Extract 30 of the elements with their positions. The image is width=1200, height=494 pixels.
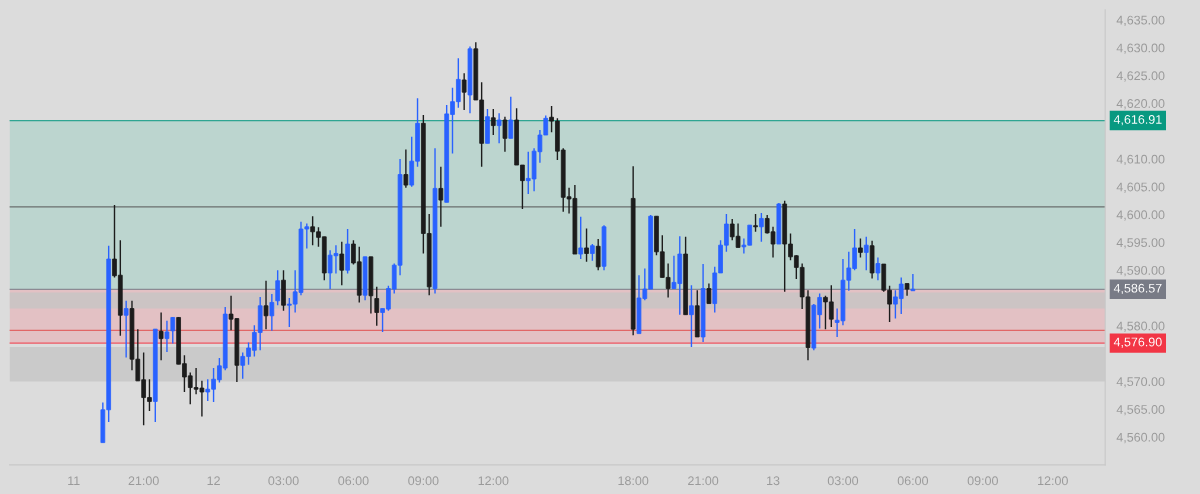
- y-tick-label: 4,635.00: [1116, 15, 1165, 27]
- y-tick-label: 4,580.00: [1116, 321, 1165, 332]
- y-tick-label: 4,590.00: [1116, 265, 1165, 277]
- x-tick-label: 03:00: [827, 476, 859, 486]
- x-tick-label: 13: [767, 476, 780, 486]
- y-tick-label: 4,570.00: [1116, 377, 1165, 388]
- y-tick-label: 4,600.00: [1116, 210, 1165, 221]
- x-tick-label: 06:00: [897, 476, 929, 486]
- x-tick-label: 03:00: [268, 476, 299, 486]
- y-tick-label: 4,565.00: [1116, 405, 1165, 416]
- y-tick-label: 4,610.00: [1116, 154, 1165, 166]
- x-tick-label: 21:00: [688, 476, 719, 486]
- x-tick-label: 18:00: [618, 476, 649, 486]
- ref-line-label: 4,586.57: [1113, 283, 1162, 295]
- y-tick-label: 4,560.00: [1116, 432, 1165, 444]
- x-tick-label: 09:00: [408, 476, 439, 486]
- y-tick-label: 4,630.00: [1116, 43, 1165, 54]
- y-tick-label: 4,605.00: [1116, 182, 1165, 193]
- x-tick-label: 12: [207, 476, 220, 486]
- ref-line-label: 4,576.90: [1113, 337, 1162, 348]
- x-tick-label: 09:00: [967, 476, 998, 486]
- x-tick-label: 12:00: [1038, 476, 1068, 486]
- x-tick-label: 06:00: [338, 476, 369, 486]
- ref-line-label: 4,616.91: [1113, 115, 1162, 126]
- y-tick-label: 4,620.00: [1116, 99, 1165, 110]
- y-tick-label: 4,595.00: [1116, 238, 1165, 249]
- x-tick-label: 11: [68, 476, 80, 486]
- x-tick-label: 12:00: [478, 476, 509, 486]
- x-tick-label: 21:00: [128, 476, 159, 486]
- y-tick-label: 4,625.00: [1116, 71, 1165, 82]
